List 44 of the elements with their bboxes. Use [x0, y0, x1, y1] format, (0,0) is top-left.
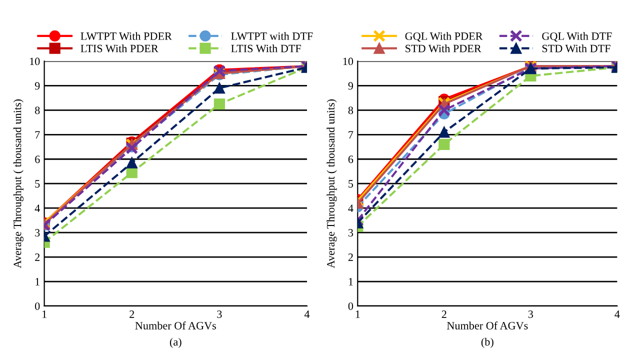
x-axis-title: Number Of AGVs	[446, 322, 528, 330]
text: (a)	[170, 338, 182, 348]
y-tick-label: 5	[348, 180, 354, 188]
x-tick-label: 1	[356, 310, 360, 318]
y-tick-label: 8	[348, 106, 354, 114]
x-tick-label: 4	[304, 310, 310, 318]
x-tick-label: 2	[442, 310, 446, 318]
x-tick-label: 2	[130, 310, 134, 318]
y-tick-label: 1	[348, 278, 353, 286]
y-tick-label: 10	[343, 58, 354, 66]
y-tick-label: 8	[35, 106, 40, 114]
y-axis-title: Average Throughput ( thousand units)	[13, 99, 24, 268]
y-axis-title: Average Throughput ( thousand units)	[326, 99, 337, 268]
legend-label: LTIS With DTF	[231, 44, 301, 52]
x-tick-label: 1	[42, 310, 46, 318]
y-tick-label: 3	[348, 229, 354, 237]
y-tick-label: 6	[348, 156, 354, 164]
y-tick-label: 2	[35, 254, 40, 261]
legend-label: GQL With DTF	[542, 32, 612, 42]
text: (b)	[481, 338, 494, 348]
y-tick-label: 6	[35, 156, 40, 164]
legend-label: LTIS With PDER	[80, 44, 158, 52]
y-tick-label: 4	[34, 204, 40, 212]
legend-label: LWTPT With PDER	[80, 32, 172, 40]
y-tick-label: 9	[348, 82, 354, 90]
y-tick-label: 7	[348, 131, 354, 138]
y-tick-label: 4	[348, 204, 354, 212]
x-axis-title: Number Of AGVs	[135, 322, 216, 330]
legend-label: STD With DTF	[542, 44, 610, 52]
y-tick-label: 7	[35, 131, 40, 138]
legend-label: STD With PDER	[406, 44, 482, 52]
legend-label: LWTPT with DTF	[231, 32, 313, 40]
y-tick-label: 2	[348, 254, 353, 261]
y-tick-label: 0	[35, 302, 40, 310]
x-tick-label: 3	[217, 310, 222, 318]
x-tick-label: 3	[528, 310, 534, 318]
y-tick-label: 1	[36, 278, 40, 286]
y-tick-label: 9	[34, 82, 40, 90]
x-tick-label: 4	[614, 310, 620, 318]
y-tick-label: 0	[348, 302, 354, 310]
y-tick-label: 5	[35, 180, 40, 188]
legend-label: GQL With PDER	[405, 32, 483, 42]
y-tick-label: 10	[30, 58, 40, 66]
y-tick-label: 3	[35, 229, 40, 237]
